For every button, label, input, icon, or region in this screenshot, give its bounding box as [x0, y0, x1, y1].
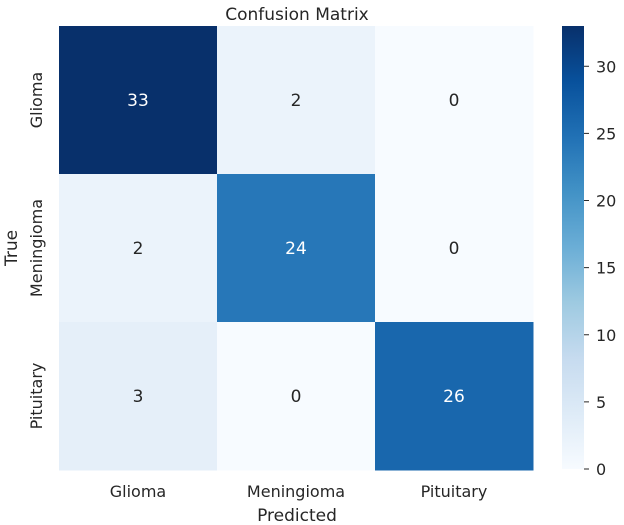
heatmap-cell-r1-c1	[217, 174, 376, 323]
colorbar-tick-label-0: 0	[596, 460, 606, 479]
colorbar-tick-label-20: 20	[596, 192, 616, 211]
y-tick-labels: Glioma Meningioma Pituitary	[27, 72, 46, 430]
cell-annotation-r1-c1: 24	[285, 239, 307, 259]
y-tick-label-meningioma: Meningioma	[27, 199, 46, 297]
colorbar	[562, 26, 584, 469]
colorbar-tick-label-15: 15	[596, 259, 616, 278]
x-tick-labels: Glioma Meningioma Pituitary	[110, 482, 488, 501]
heatmap-annotations: 33 2 0 2 24 0 3 0 26	[127, 91, 465, 407]
heatmap-cell-r1-c0	[59, 174, 218, 323]
cell-annotation-r1-c0: 2	[133, 239, 144, 259]
x-tick-label-pituitary: Pituitary	[421, 482, 488, 501]
cell-annotation-r0-c1: 2	[291, 91, 302, 111]
cell-annotation-r0-c2: 0	[449, 91, 460, 111]
y-tick-label-pituitary: Pituitary	[27, 363, 46, 430]
x-tick-label-meningioma: Meningioma	[247, 482, 345, 501]
heatmap-cell-r0-c0	[59, 26, 218, 175]
cell-annotation-r0-c0: 33	[127, 91, 149, 111]
cell-annotation-r2-c1: 0	[291, 387, 302, 407]
y-tick-label-glioma: Glioma	[27, 72, 46, 128]
x-tick-label-glioma: Glioma	[110, 482, 166, 501]
cell-annotation-r2-c2: 26	[443, 387, 465, 407]
cell-annotation-r1-c2: 0	[449, 239, 460, 259]
colorbar-tick-label-30: 30	[596, 57, 616, 76]
y-axis-label: True	[2, 230, 22, 267]
heatmap-cell-r2-c0	[59, 322, 218, 471]
colorbar-tick-label-25: 25	[596, 124, 616, 143]
colorbar-tick-label-10: 10	[596, 326, 616, 345]
heatmap-cell-r0-c2	[375, 26, 534, 175]
heatmap-cell-r0-c1	[217, 26, 376, 175]
heatmap-cell-r2-c2	[375, 322, 534, 471]
colorbar-tick-label-5: 5	[596, 393, 606, 412]
heatmap-cell-r1-c2	[375, 174, 534, 323]
x-axis-label: Predicted	[257, 506, 337, 525]
heatmap-cell-r2-c1	[217, 322, 376, 471]
chart-title: Confusion Matrix	[225, 5, 369, 25]
colorbar-ticks: 0 5 10 15 20 25 30	[584, 57, 616, 479]
heatmap-cells	[59, 26, 534, 471]
cell-annotation-r2-c0: 3	[133, 387, 144, 407]
